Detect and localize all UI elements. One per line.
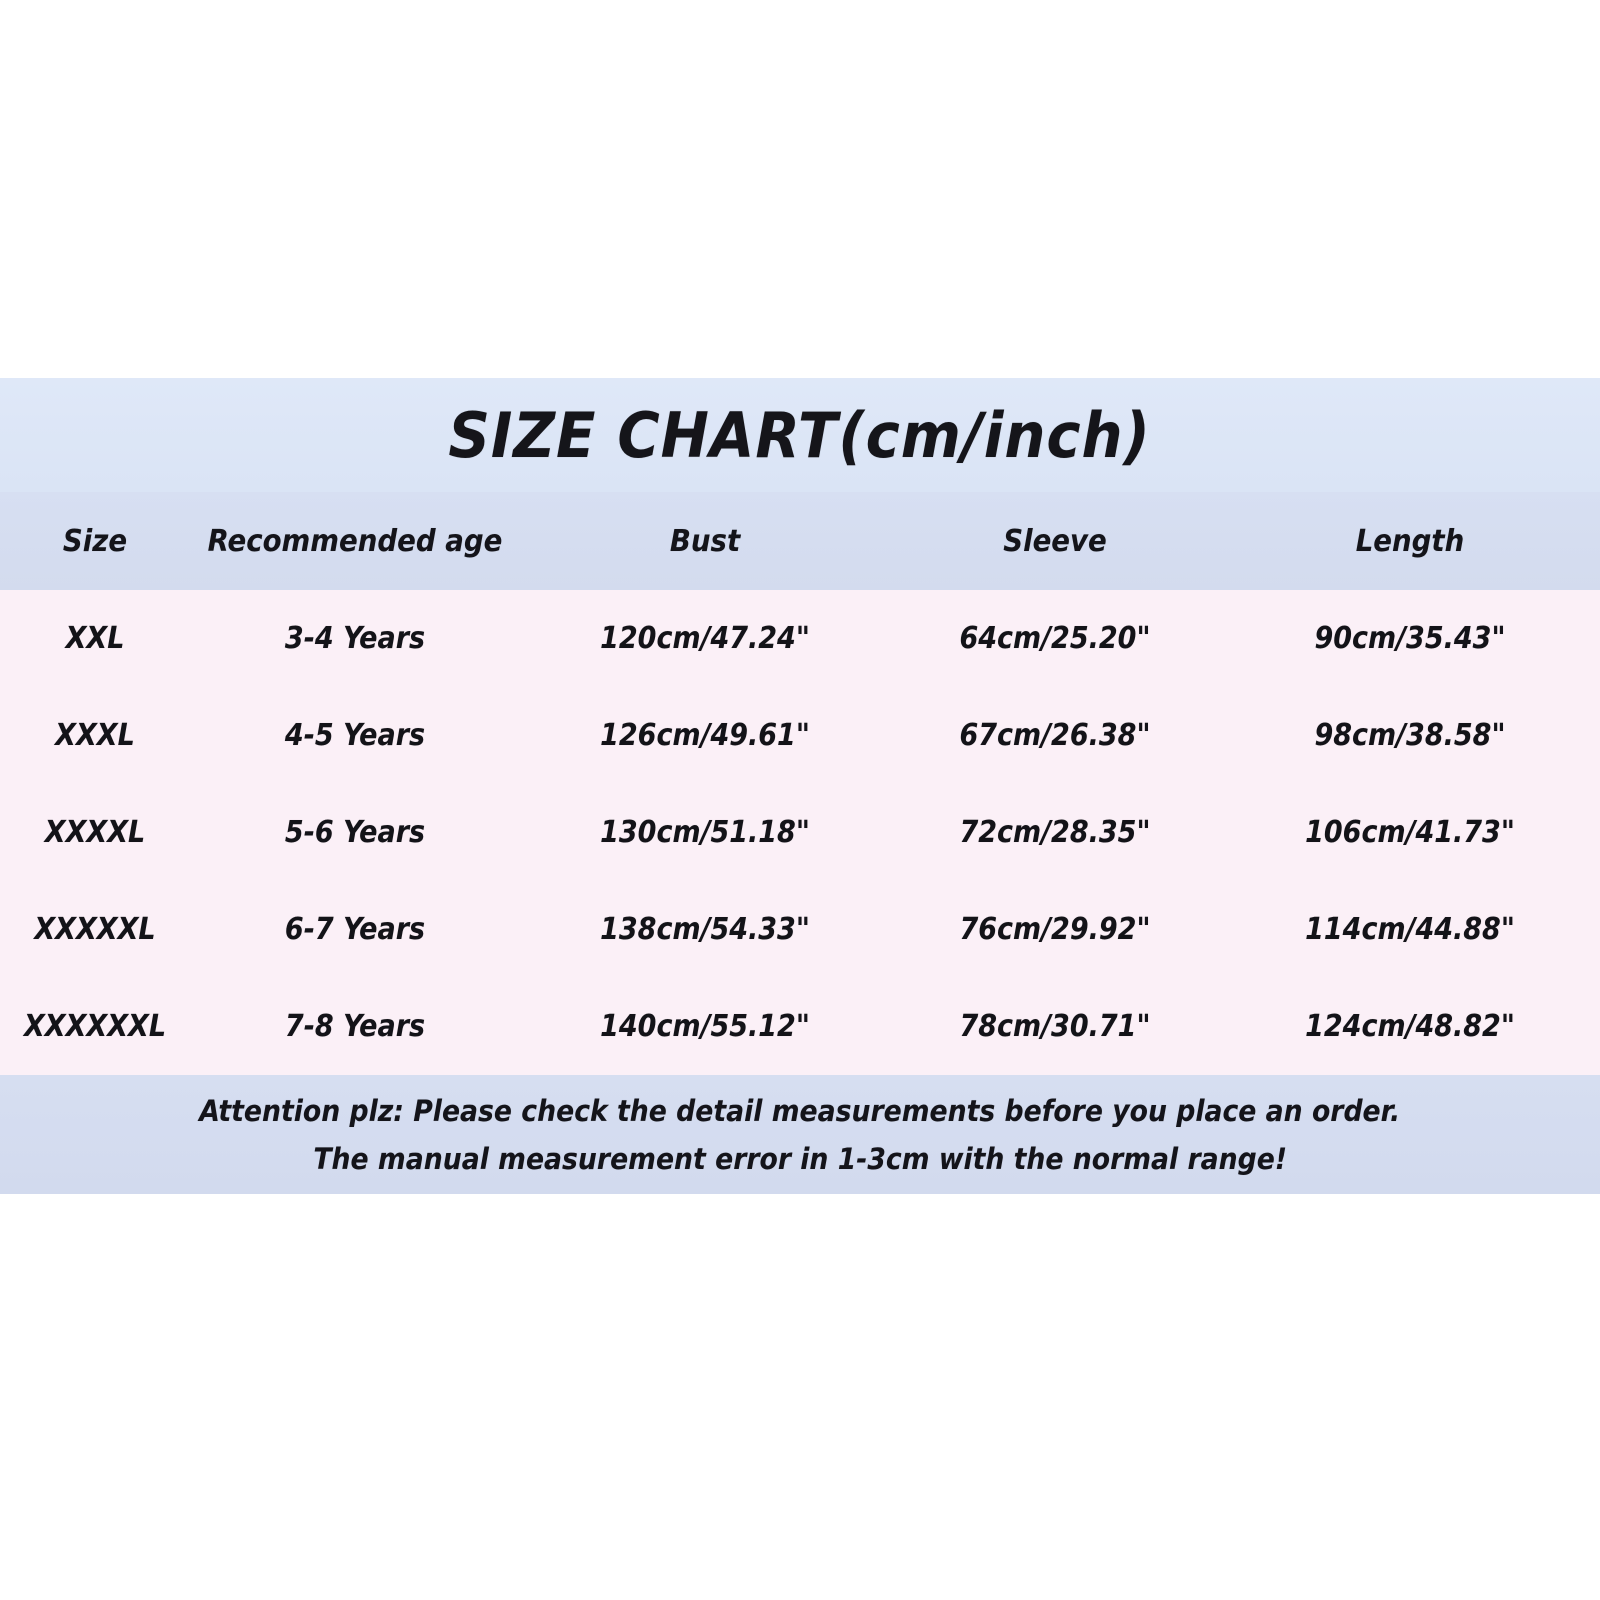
cell-sleeve: 76cm/29.92" xyxy=(959,912,1151,947)
column-header-recommended-age: Recommended age xyxy=(207,523,503,559)
table-row: XXXXXXL 7-8 Years 140cm/55.12" 78cm/30.7… xyxy=(0,978,1600,1075)
cell-sleeve: 72cm/28.35" xyxy=(959,815,1151,850)
cell-size: XXXXXL xyxy=(34,912,156,947)
cell-age: 7-8 Years xyxy=(284,1009,426,1044)
size-chart-block: SIZE CHART(cm/inch) Size Recommended age… xyxy=(0,378,1600,1194)
column-header-sleeve: Sleeve xyxy=(1003,523,1107,559)
cell-sleeve: 64cm/25.20" xyxy=(959,621,1151,656)
table-row: XXXXL 5-6 Years 130cm/51.18" 72cm/28.35"… xyxy=(0,784,1600,881)
cell-bust: 126cm/49.61" xyxy=(600,718,810,753)
cell-bust: 120cm/47.24" xyxy=(600,621,810,656)
cell-age: 4-5 Years xyxy=(284,718,426,753)
column-header-bust: Bust xyxy=(669,523,741,559)
chart-title-band: SIZE CHART(cm/inch) xyxy=(0,378,1600,492)
cell-length: 106cm/41.73" xyxy=(1305,815,1515,850)
attention-note-line-2: The manual measurement error in 1-3cm wi… xyxy=(313,1141,1287,1176)
attention-note-band: Attention plz: Please check the detail m… xyxy=(0,1075,1600,1194)
cell-length: 124cm/48.82" xyxy=(1305,1009,1515,1044)
cell-size: XXL xyxy=(65,621,125,656)
cell-age: 6-7 Years xyxy=(284,912,426,947)
cell-size: XXXXL xyxy=(44,815,146,850)
column-header-length: Length xyxy=(1355,523,1465,559)
cell-sleeve: 67cm/26.38" xyxy=(959,718,1151,753)
cell-size: XXXXXXL xyxy=(23,1009,167,1044)
cell-length: 90cm/35.43" xyxy=(1314,621,1506,656)
cell-sleeve: 78cm/30.71" xyxy=(959,1009,1151,1044)
table-row: XXXL 4-5 Years 126cm/49.61" 67cm/26.38" … xyxy=(0,687,1600,784)
page-title: SIZE CHART(cm/inch) xyxy=(448,398,1152,472)
cell-bust: 140cm/55.12" xyxy=(600,1009,810,1044)
cell-age: 5-6 Years xyxy=(284,815,426,850)
cell-length: 114cm/44.88" xyxy=(1305,912,1515,947)
table-row: XXL 3-4 Years 120cm/47.24" 64cm/25.20" 9… xyxy=(0,590,1600,687)
cell-bust: 138cm/54.33" xyxy=(600,912,810,947)
table-header-row: Size Recommended age Bust Sleeve Length xyxy=(0,492,1600,590)
cell-age: 3-4 Years xyxy=(284,621,426,656)
cell-length: 98cm/38.58" xyxy=(1314,718,1506,753)
table-body: XXL 3-4 Years 120cm/47.24" 64cm/25.20" 9… xyxy=(0,590,1600,1075)
attention-note-line-1: Attention plz: Please check the detail m… xyxy=(199,1093,1401,1128)
cell-size: XXXL xyxy=(55,718,135,753)
table-row: XXXXXL 6-7 Years 138cm/54.33" 76cm/29.92… xyxy=(0,881,1600,978)
cell-bust: 130cm/51.18" xyxy=(600,815,810,850)
column-header-size: Size xyxy=(62,523,128,559)
